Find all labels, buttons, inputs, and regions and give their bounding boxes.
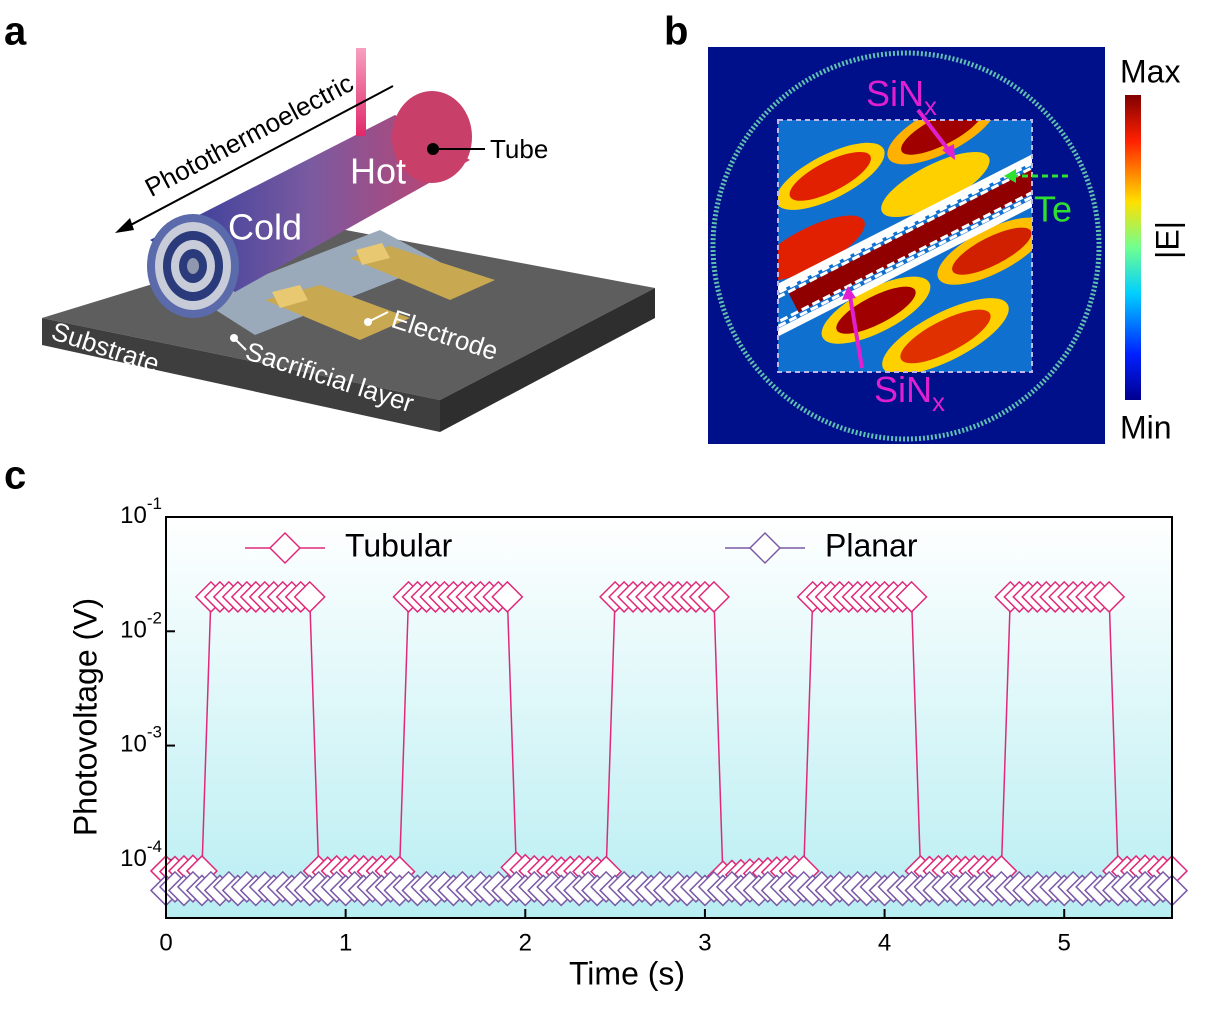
tick-text: 10 [120,845,147,872]
marker [293,580,326,613]
label-text: SiN [874,369,932,410]
label-subscript: x [924,91,937,121]
marker [1093,580,1126,613]
series [149,870,1189,907]
legend-label: Planar [825,527,918,563]
tick-text: -3 [147,723,162,742]
sinx-top-label: SiNx [866,73,937,121]
panel-label: b [664,10,688,54]
label-subscript: x [932,387,945,417]
marker [697,580,730,613]
y-axis-label: Photovoltage (V) [67,598,103,836]
legend-marker [268,531,302,565]
y-tick-label: 10-1 [120,494,162,529]
sinx-bottom-label: SiNx [874,369,945,417]
device-illustration [42,48,655,432]
x-tick-label: 1 [339,929,352,956]
field-map [708,47,1141,444]
hot-label: Hot [350,151,406,192]
panel-label: c [4,454,26,498]
x-axis-label: Time (s) [569,955,685,991]
x-tick-label: 3 [698,929,711,956]
colorbar-label: |E| [1149,221,1185,259]
y-tick-label: 10-4 [120,837,162,872]
tick-text: 10 [120,617,147,644]
y-tick-label: 10-3 [120,723,162,758]
x-tick-label: 0 [159,929,172,956]
te-label: Te [1034,189,1072,230]
y-tick-label: 10-2 [120,609,162,644]
tube-label: Tube [490,134,548,164]
colorbar-max: Max [1120,53,1180,89]
plot-frame [165,516,1173,919]
marker [491,580,524,613]
marker [895,580,928,613]
colorbar-min: Min [1120,409,1172,445]
x-tick-label: 4 [878,929,891,956]
tick-text: 10 [120,731,147,758]
tick-text: -4 [147,837,162,856]
tick-text: 10 [120,502,147,529]
cold-label: Cold [228,207,302,248]
x-tick-label: 5 [1058,929,1071,956]
panel-label: a [4,10,27,54]
tick-text: -1 [147,494,162,513]
legend-marker [748,531,782,565]
legend-label: Tubular [345,527,453,563]
x-tick-label: 2 [519,929,532,956]
plot-area [149,516,1189,918]
tick-text: -2 [147,609,162,628]
label-text: SiN [866,73,924,114]
